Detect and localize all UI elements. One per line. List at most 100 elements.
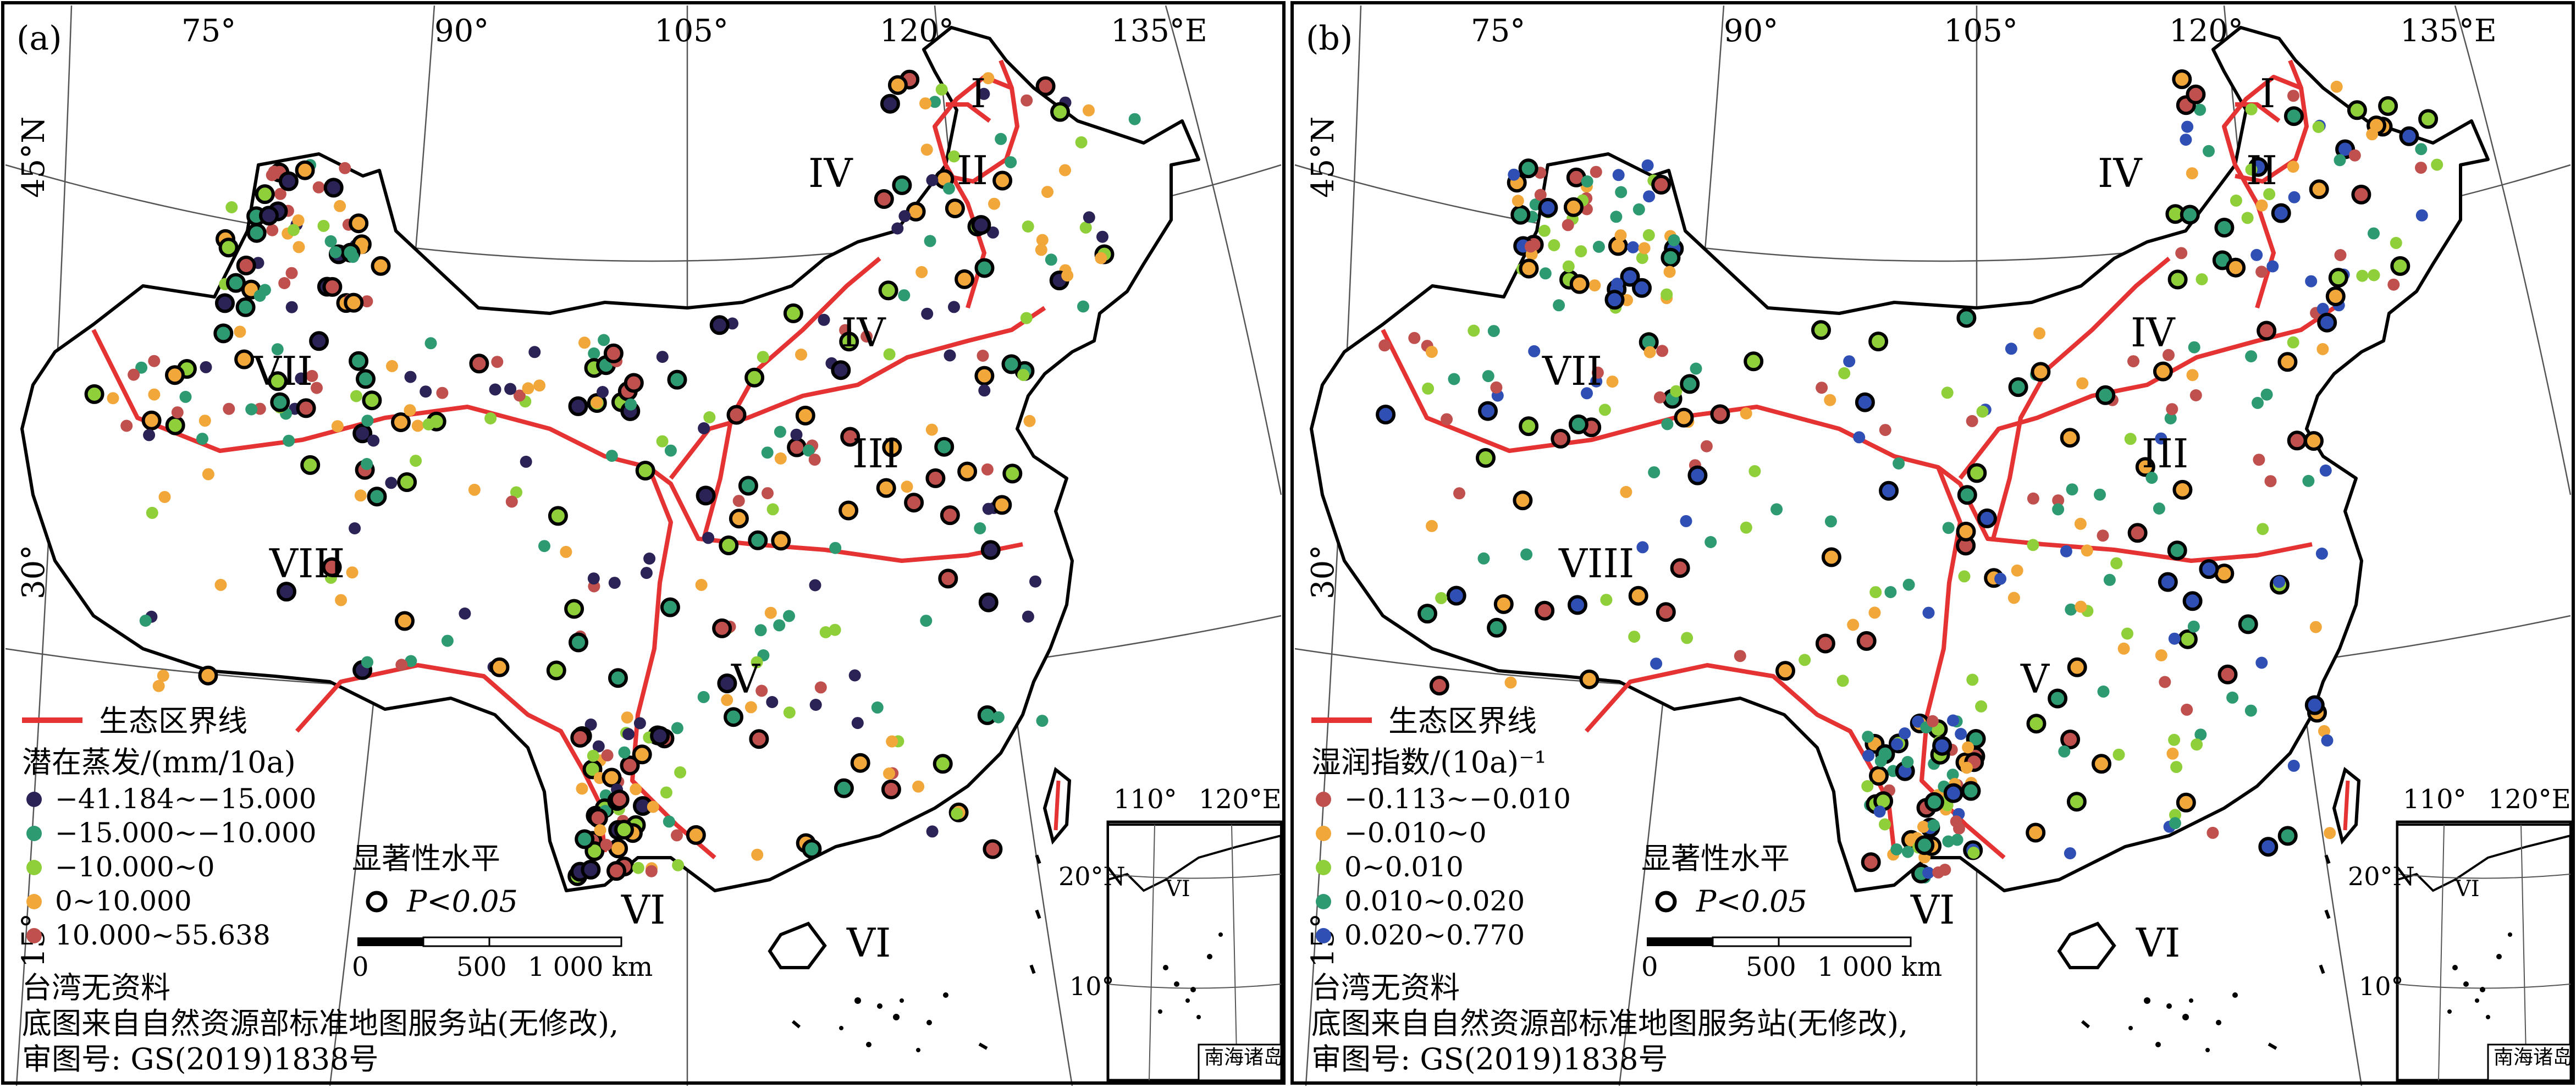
station-dot bbox=[783, 610, 795, 622]
station-dot bbox=[2245, 163, 2258, 176]
legend: 生态区界线 湿润指数/(10a)⁻¹ −0.113~−0.010−0.010~0… bbox=[1311, 704, 1571, 951]
station-dot bbox=[1510, 205, 1531, 225]
station-dot bbox=[2163, 349, 2175, 361]
station-dot bbox=[721, 694, 733, 706]
station-dot bbox=[270, 392, 290, 412]
station-dot bbox=[107, 392, 119, 405]
station-dot bbox=[988, 197, 1001, 210]
station-dot bbox=[974, 258, 995, 278]
station-dot bbox=[588, 347, 600, 360]
station-dot bbox=[311, 382, 323, 394]
station-dot bbox=[2271, 203, 2291, 223]
station-dot bbox=[829, 542, 842, 554]
scale-label: 0 bbox=[1641, 952, 1658, 982]
station-dot bbox=[2180, 134, 2192, 146]
station-dot bbox=[575, 829, 595, 849]
station-dot bbox=[2189, 389, 2202, 401]
station-dot bbox=[2081, 544, 2093, 557]
station-dot bbox=[1966, 415, 1978, 427]
station-dot bbox=[198, 665, 218, 686]
station-dot bbox=[179, 390, 192, 403]
station-dot bbox=[391, 412, 411, 432]
station-dot bbox=[2121, 627, 2133, 640]
lon-label: 90° bbox=[1724, 13, 1778, 49]
station-dot bbox=[1670, 558, 1690, 578]
station-dot bbox=[606, 861, 626, 881]
scale-label: 1 000 km bbox=[528, 952, 653, 982]
station-dot bbox=[322, 277, 343, 297]
station-dot bbox=[1901, 846, 1914, 858]
station-dot bbox=[2007, 592, 2020, 604]
station-dot bbox=[1816, 382, 1828, 394]
station-dot bbox=[1799, 654, 1811, 666]
station-dot bbox=[1575, 245, 1587, 258]
station-dot bbox=[1862, 749, 1875, 762]
legend-class-label: −15.000~−10.000 bbox=[55, 817, 317, 849]
station-dot bbox=[904, 493, 924, 513]
station-dot bbox=[1927, 819, 1940, 832]
station-dot bbox=[1710, 404, 1730, 424]
station-dot bbox=[697, 691, 710, 703]
station-dot bbox=[2172, 69, 2192, 90]
station-dot bbox=[948, 301, 960, 313]
station-dot bbox=[1917, 820, 1929, 833]
region-label: VI bbox=[846, 920, 891, 966]
station-dot bbox=[2415, 162, 2427, 174]
station-dot bbox=[1548, 239, 1560, 251]
station-dot bbox=[404, 404, 416, 417]
station-dot bbox=[695, 578, 708, 591]
station-dot bbox=[1958, 570, 1971, 583]
region-label: II bbox=[2246, 147, 2277, 194]
station-dot bbox=[386, 360, 398, 372]
region-label: VI bbox=[2136, 920, 2180, 966]
station-dot bbox=[664, 444, 677, 457]
legend-title: 湿润指数/(10a)⁻¹ bbox=[1311, 745, 1546, 780]
station-dot bbox=[2399, 126, 2419, 146]
station-dot bbox=[592, 740, 605, 753]
station-dot bbox=[974, 522, 986, 534]
station-dot bbox=[2257, 321, 2277, 341]
station-dot bbox=[726, 405, 747, 425]
station-dot bbox=[165, 365, 185, 385]
inset-lat-label: 10° bbox=[1069, 971, 1115, 1001]
station-dot bbox=[528, 346, 541, 358]
station-dot bbox=[738, 476, 758, 496]
significance-legend: 显著性水平 P<0.05 bbox=[1641, 841, 1807, 919]
station-dot bbox=[732, 495, 745, 507]
station-dot bbox=[223, 402, 235, 415]
station-dot bbox=[339, 162, 351, 174]
station-dot bbox=[2177, 629, 2198, 649]
station-dot bbox=[2005, 343, 2017, 355]
station-dot bbox=[2181, 120, 2194, 133]
station-dot bbox=[622, 728, 635, 741]
station-dot bbox=[1670, 385, 1683, 397]
station-dot bbox=[2176, 792, 2196, 813]
station-dot bbox=[349, 351, 369, 371]
station-dot bbox=[2287, 759, 2300, 772]
station-dot bbox=[538, 540, 550, 553]
station-dot bbox=[1077, 300, 1089, 313]
station-dot bbox=[1539, 267, 1552, 280]
station-dot bbox=[1493, 594, 1514, 614]
station-dot bbox=[2283, 106, 2304, 126]
station-dot bbox=[2075, 600, 2087, 613]
station-dot bbox=[980, 540, 1001, 560]
station-dot bbox=[533, 379, 546, 392]
legend-swatch bbox=[1316, 928, 1331, 943]
station-dot bbox=[350, 390, 362, 402]
station-dot bbox=[2207, 826, 2219, 839]
station-dot bbox=[2011, 564, 2023, 577]
station-dot bbox=[2317, 312, 2337, 333]
station-dot bbox=[935, 83, 948, 96]
station-dot bbox=[2048, 688, 2068, 709]
station-dot bbox=[1512, 195, 1524, 207]
station-dot bbox=[1524, 240, 1537, 253]
station-dot bbox=[1744, 351, 1764, 372]
station-dot bbox=[608, 668, 628, 688]
station-dot bbox=[1976, 405, 1989, 418]
station-dot bbox=[1551, 428, 1571, 449]
station-dot bbox=[2052, 494, 2065, 507]
station-dot bbox=[2257, 523, 2269, 535]
station-dot bbox=[2067, 657, 2087, 677]
station-dot bbox=[1005, 156, 1017, 169]
